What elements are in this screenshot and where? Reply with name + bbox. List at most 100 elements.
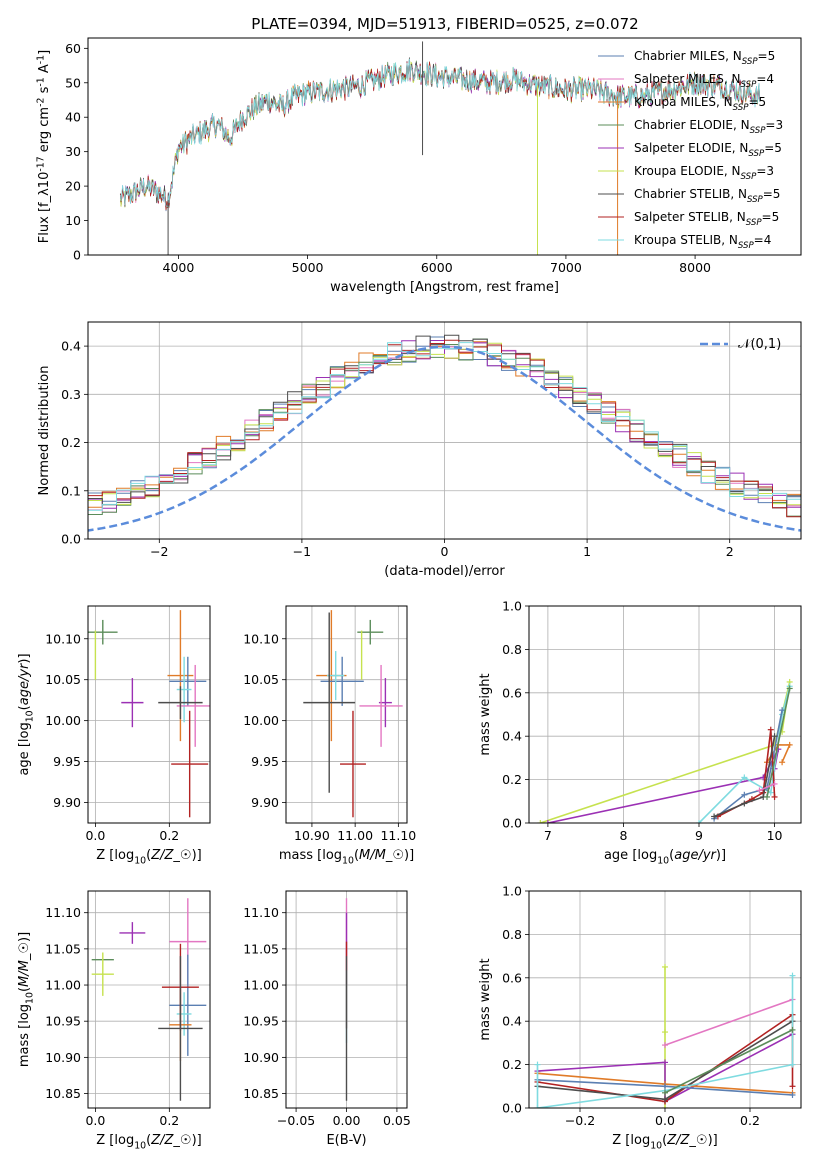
panel-mass_vs_ebv: −0.05 0.00 0.05 10.85 10.90 10.95 11.00 11.05 11… xyxy=(243,890,411,1148)
x-tick-label: 8000 xyxy=(679,260,711,275)
x-tick-label: −2 xyxy=(150,544,168,559)
x-tick-label: 0.2 xyxy=(740,1113,760,1128)
histogram-step xyxy=(88,336,801,518)
y-tick-label: 1.0 xyxy=(502,599,522,614)
x-tick-label: 0.0 xyxy=(85,1113,105,1128)
legend-entry: Kroupa ELODIE, NSSP=3 xyxy=(634,164,774,182)
legend-entry: Salpeter MILES, NSSP=4 xyxy=(634,72,774,90)
weight-series xyxy=(756,780,778,794)
legend-entry: Kroupa MILES, NSSP=5 xyxy=(634,95,766,113)
x-tick-label: 0.2 xyxy=(159,1113,179,1128)
errorbar-point xyxy=(119,922,146,944)
x-axis-label: Z [log10(Z/Z_☉)] xyxy=(96,848,201,867)
weight-series xyxy=(696,683,793,823)
histogram-step xyxy=(88,334,801,520)
x-axis-label: E(B-V) xyxy=(326,1133,366,1148)
x-tick-label: 7000 xyxy=(550,260,582,275)
weight-series xyxy=(544,746,782,823)
weight-line xyxy=(547,748,780,823)
legend-entry: Kroupa STELIB, NSSP=4 xyxy=(634,233,771,251)
errorbar-point xyxy=(88,619,118,645)
histogram-step xyxy=(88,342,801,514)
y-tick-label: 9.95 xyxy=(251,754,279,769)
axes-frame xyxy=(285,890,408,1109)
plot-area xyxy=(303,610,403,818)
axes-frame xyxy=(528,605,802,824)
y-tick-label: 10.05 xyxy=(45,672,81,687)
x-tick-label: 2 xyxy=(726,544,734,559)
y-tick-label: 10.85 xyxy=(45,1086,81,1101)
histogram-step xyxy=(88,342,801,519)
y-tick-label: 0 xyxy=(73,248,81,263)
y-tick-label: 10.00 xyxy=(45,713,81,728)
errorbar-point xyxy=(167,610,194,742)
x-axis-label: mass [log10(M/M_☉)] xyxy=(279,848,414,867)
legend: Chabrier MILES, NSSP=5 Salpeter MILES, NS… xyxy=(598,49,783,251)
x-axis-label: Z [log10(Z/Z_☉)] xyxy=(96,1133,201,1152)
axes-frame xyxy=(528,890,802,1109)
y-tick-label: 0.4 xyxy=(61,339,81,354)
y-tick-label: 60 xyxy=(65,41,81,56)
y-tick-label: 10.95 xyxy=(45,1014,81,1029)
y-axis-label: age [log10(age/yr)] xyxy=(17,653,36,775)
x-axis-label: Z [log10(Z/Z_☉)] xyxy=(612,1133,717,1152)
axes-frame xyxy=(87,890,211,1109)
weight-series xyxy=(537,678,793,823)
panel-weight_vs_Z: −0.2 0.0 0.2 0.0 0.2 0.4 0.6 0.8 1.0 Z [log10(Z/Z… xyxy=(478,884,802,1152)
y-tick-label: 10.95 xyxy=(243,1014,279,1029)
y-tick-label: 11.00 xyxy=(243,978,279,993)
y-tick-label: 9.95 xyxy=(53,754,81,769)
plot-area xyxy=(537,678,793,823)
y-tick-label: 40 xyxy=(65,110,81,125)
y-tick-label: 9.90 xyxy=(53,795,81,810)
weight-series xyxy=(711,733,778,820)
errorbar-point xyxy=(91,952,114,996)
spectrum-line xyxy=(119,58,761,208)
weight-line xyxy=(766,688,791,798)
x-tick-label: 0.2 xyxy=(159,828,179,843)
y-tick-label: 0.0 xyxy=(61,532,81,547)
histogram-step xyxy=(88,338,801,519)
figure-title: PLATE=0394, MJD=51913, FIBERID=0525, z=0… xyxy=(251,15,638,33)
panel-mass_vs_Z: 0.0 0.2 10.85 10.90 10.95 11.00 11.05 11.10 Z [l… xyxy=(17,890,211,1152)
y-axis-label: mass [log10(M/M_☉)] xyxy=(17,932,36,1067)
errorbar-point xyxy=(169,954,207,1056)
weight-line xyxy=(664,1029,793,1094)
y-tick-label: 9.90 xyxy=(251,795,279,810)
y-tick-label: 0.2 xyxy=(502,772,522,787)
legend: 𝒩(0,1) xyxy=(700,337,781,352)
x-tick-label: 1 xyxy=(583,544,591,559)
y-axis-label: mass weight xyxy=(478,673,493,755)
errorbar-point xyxy=(158,956,203,1101)
x-axis-label: age [log10(age/yr)] xyxy=(604,848,726,867)
x-tick-label: 4000 xyxy=(163,260,195,275)
plot-area xyxy=(88,334,801,532)
y-tick-label: 0.4 xyxy=(502,1014,522,1029)
normal-reference-curve xyxy=(88,345,801,532)
errorbar-point xyxy=(169,656,207,706)
x-tick-label: 10.90 xyxy=(294,828,330,843)
errorbar-point xyxy=(359,664,403,747)
legend-entry: 𝒩(0,1) xyxy=(738,337,781,352)
panel-spectrum: 4000 5000 6000 7000 8000 0 10 20 30 40 50 60 wavelen… xyxy=(35,37,802,295)
y-axis-label: Flux [f_λ10-17 erg cm-2 s-1 A-1] xyxy=(35,50,52,243)
y-tick-label: 10.90 xyxy=(243,1050,279,1065)
errorbar-point xyxy=(176,992,192,1036)
plot-area xyxy=(88,610,210,818)
histogram-step xyxy=(88,342,801,514)
x-axis-label: wavelength [Angstrom, rest frame] xyxy=(330,280,559,295)
plot-area xyxy=(91,898,207,1101)
axes-frame xyxy=(285,605,408,824)
y-tick-label: 11.05 xyxy=(243,941,279,956)
y-tick-label: 10 xyxy=(65,213,81,228)
panel-age_vs_Z: 0.0 0.2 9.90 9.95 10.00 10.05 10.10 Z [log10(Z/… xyxy=(17,605,211,867)
y-tick-label: 10.10 xyxy=(243,631,279,646)
y-tick-label: 0.0 xyxy=(502,816,522,831)
x-tick-label: 6000 xyxy=(421,260,453,275)
x-tick-label: 7 xyxy=(544,828,552,843)
y-tick-label: 11.00 xyxy=(45,978,81,993)
weight-series xyxy=(662,1026,796,1096)
y-tick-label: 0.8 xyxy=(502,642,522,657)
errorbar-point xyxy=(340,710,366,818)
histogram-step xyxy=(88,340,801,509)
